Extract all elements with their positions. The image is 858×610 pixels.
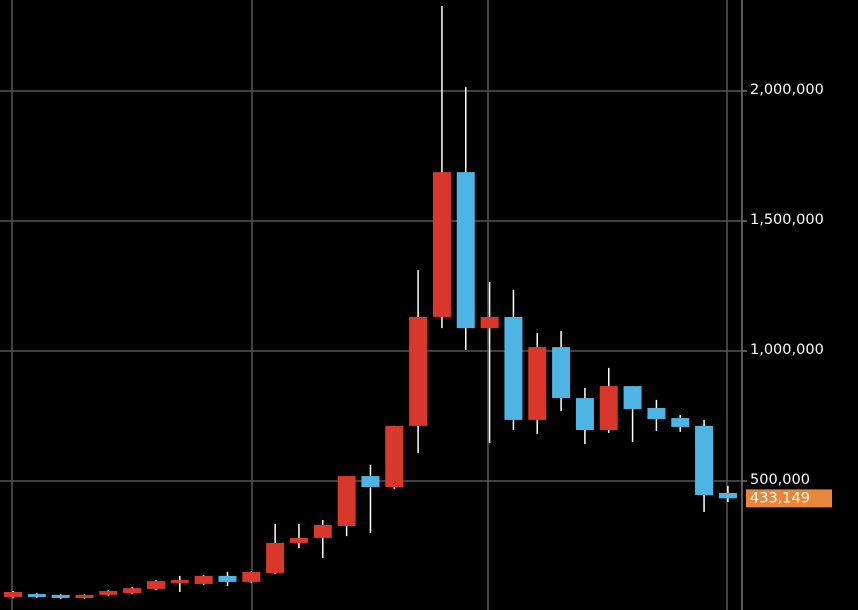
candle-body: [456, 172, 475, 329]
y-tick-label: 500,000: [750, 472, 810, 488]
candle-body: [575, 398, 594, 431]
candle-body: [552, 347, 571, 399]
candle-body: [289, 537, 308, 543]
candle-body: [123, 588, 142, 594]
last-price-box: [746, 489, 832, 508]
candle-body: [99, 590, 118, 595]
candle-body: [218, 575, 237, 582]
candle-body: [647, 407, 666, 420]
candle-body: [385, 425, 404, 487]
candle-body: [266, 542, 285, 574]
candle-body: [4, 592, 22, 597]
y-tick-label: 1,500,000: [750, 212, 824, 228]
candle-body: [170, 580, 189, 583]
y-tick-label: 2,000,000: [750, 82, 824, 98]
candle-body: [718, 492, 737, 499]
candle-body: [51, 594, 70, 598]
candle-body: [361, 476, 380, 487]
candle-body: [146, 581, 165, 589]
candle-body: [337, 476, 356, 526]
candle-body: [75, 594, 94, 598]
candle-body: [671, 418, 690, 427]
candle-body: [528, 347, 547, 420]
y-tick-label: 1,000,000: [750, 342, 824, 358]
candle-body: [432, 172, 451, 317]
candle-body: [480, 316, 499, 329]
candle-body: [194, 575, 213, 584]
candle-body: [623, 386, 642, 409]
candle-body: [504, 316, 523, 420]
candle-body: [242, 572, 261, 582]
candle-body: [695, 425, 714, 496]
candle-body: [409, 316, 428, 426]
candle-body: [599, 386, 618, 431]
candle-body: [313, 524, 332, 538]
candle-body: [27, 594, 46, 597]
last-price-label: 433,149: [750, 490, 810, 506]
